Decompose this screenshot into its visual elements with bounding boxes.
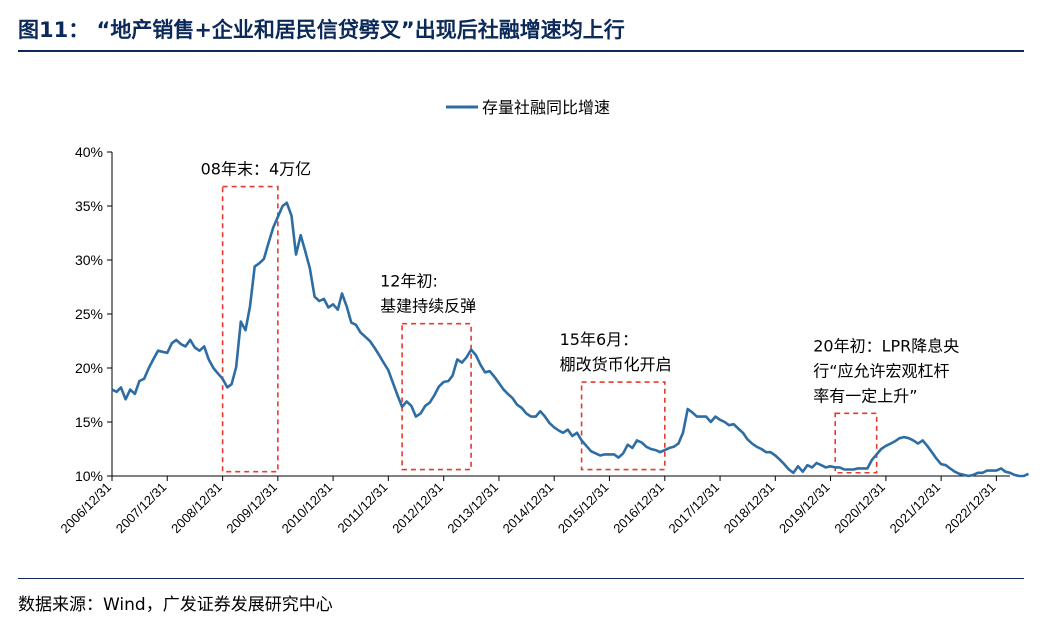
x-tick-label: 2022/12/31 <box>942 480 999 537</box>
annotation-box <box>834 412 878 474</box>
annotation-line: 08年末：4万亿 <box>201 160 312 179</box>
annotations: 08年末：4万亿 12年初: 基建持续反弹 15年6月： 棚改货币化开启 20年初：LPR… <box>201 160 960 406</box>
y-tick-label: 30% <box>75 252 103 268</box>
annotation-text: 20年初：LPR降息央行“应允许宏观杠杆率有一定上升” <box>813 336 959 405</box>
x-tick-label: 2008/12/31 <box>168 480 225 537</box>
annotation-box <box>580 381 666 471</box>
x-axis: 2006/12/312007/12/312008/12/312009/12/31… <box>57 475 1010 537</box>
x-tick-label: 2010/12/31 <box>279 480 336 537</box>
series-layer <box>111 201 1030 478</box>
y-tick-label: 10% <box>75 468 103 484</box>
source-note: 数据来源：Wind，广发证券发展研究中心 <box>18 595 333 615</box>
legend: 存量社融同比增速 <box>446 98 610 117</box>
x-tick-label: 2014/12/31 <box>500 480 557 537</box>
annotation-box <box>221 185 279 473</box>
y-tick-label: 15% <box>75 414 103 430</box>
x-tick-label: 2018/12/31 <box>721 480 778 537</box>
annotation-text: 12年初: 基建持续反弹 <box>380 272 476 316</box>
x-tick-label: 2007/12/31 <box>113 480 170 537</box>
x-tick-label: 2020/12/31 <box>831 480 888 537</box>
annotation-line: 率有一定上升” <box>813 386 917 405</box>
annotation-line: 12年初: <box>380 272 438 291</box>
x-tick-label: 2009/12/31 <box>223 480 280 537</box>
y-tick-label: 20% <box>75 360 103 376</box>
annotation-line: 棚改货币化开启 <box>560 355 672 374</box>
x-tick-label: 2016/12/31 <box>610 480 667 537</box>
footer-rule <box>18 578 1024 579</box>
x-tick-label: 2017/12/31 <box>666 480 723 537</box>
annotation-line: 20年初：LPR降息央 <box>813 336 959 355</box>
y-tick-label: 35% <box>75 198 103 214</box>
annotation-line: 行“应允许宏观杠杆 <box>813 361 949 380</box>
annotation-boxes <box>221 185 878 474</box>
x-tick-label: 2013/12/31 <box>444 480 501 537</box>
x-tick-label: 2006/12/31 <box>57 480 114 537</box>
annotation-line: 基建持续反弹 <box>380 297 476 316</box>
x-tick-label: 2011/12/31 <box>335 480 391 536</box>
annotation-text: 08年末：4万亿 <box>201 160 312 179</box>
title-rule <box>18 50 1024 52</box>
x-tick-label: 2015/12/31 <box>555 480 612 537</box>
annotation-box <box>401 322 472 471</box>
x-tick-label: 2019/12/31 <box>776 480 833 537</box>
y-tick-label: 25% <box>75 306 103 322</box>
annotation-line: 15年6月： <box>560 330 639 349</box>
figure-title: 图11： “地产销售+企业和居民信贷劈叉”出现后社融增速均上行 <box>18 18 625 42</box>
y-tick-label: 40% <box>75 144 103 160</box>
legend-label: 存量社融同比增速 <box>482 98 610 117</box>
x-tick-label: 2012/12/31 <box>389 480 446 537</box>
annotation-text: 15年6月： 棚改货币化开启 <box>560 330 672 374</box>
y-axis: 10% 15% 20% 25% 30% 35% 40% <box>75 144 113 484</box>
series-line <box>111 201 1030 478</box>
x-tick-label: 2021/12/31 <box>887 480 944 537</box>
